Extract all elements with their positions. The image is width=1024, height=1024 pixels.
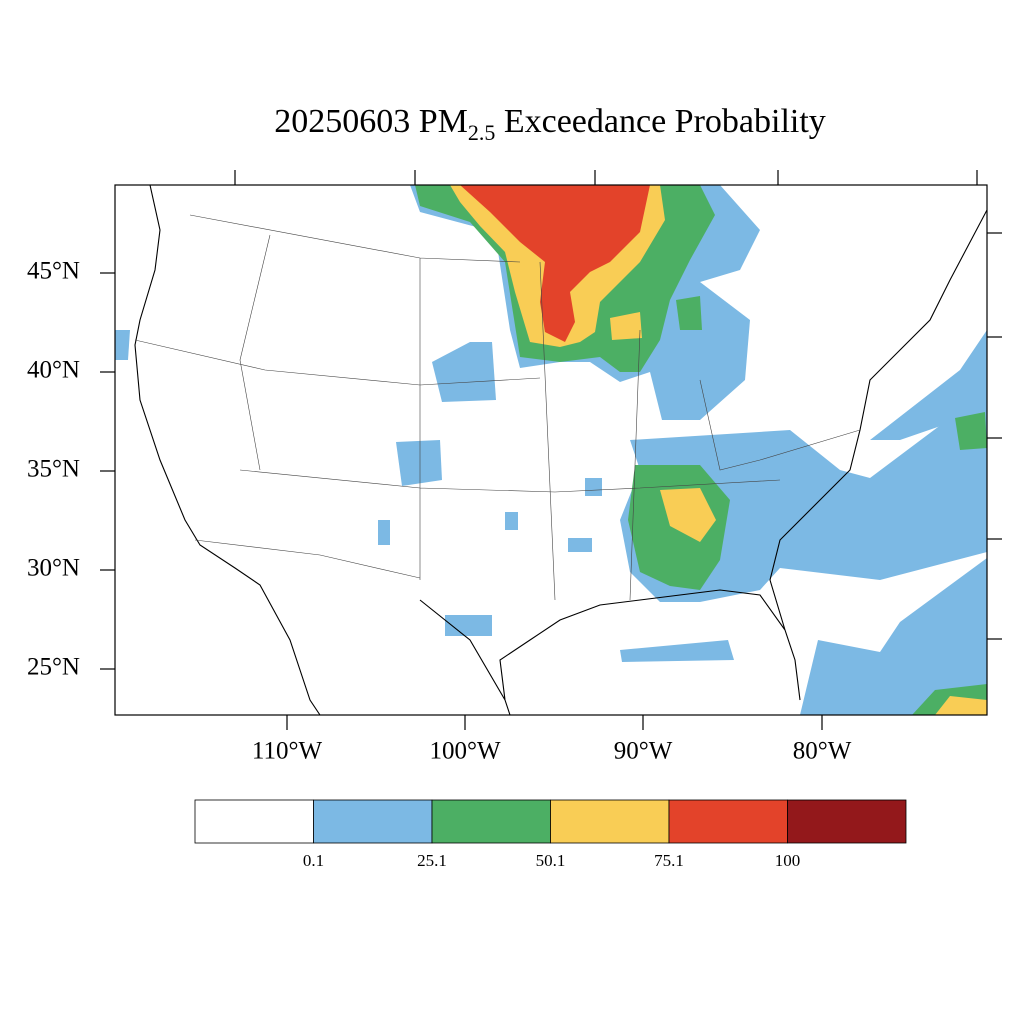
map-frame <box>114 184 988 716</box>
coastline <box>134 185 321 715</box>
colorbar-label: 50.1 <box>536 851 566 870</box>
lat-label: 30°N <box>27 555 80 582</box>
region <box>660 488 716 542</box>
axis-labels: 45°N 40°N 35°N 30°N 25°N 110°W 100°W 90°W 80°W <box>27 258 852 765</box>
region <box>955 412 987 450</box>
lat-label: 40°N <box>27 357 80 384</box>
title-suffix: Exceedance Probability <box>495 103 825 140</box>
region <box>935 696 987 715</box>
lat-label: 25°N <box>27 654 80 681</box>
frame-ticks <box>234 170 1002 640</box>
region <box>610 312 642 340</box>
lon-label: 110°W <box>252 738 323 765</box>
region <box>800 558 987 715</box>
region <box>378 520 390 545</box>
lon-label: 90°W <box>614 738 673 765</box>
colorbar-label: 100 <box>775 851 801 870</box>
colorbar-box <box>787 799 907 844</box>
region <box>396 440 442 486</box>
title-prefix: 20250603 PM <box>274 103 468 140</box>
colorbar-label: 75.1 <box>654 851 684 870</box>
region <box>568 538 592 552</box>
region <box>870 330 987 440</box>
region <box>432 342 496 402</box>
colorbar-label: 25.1 <box>417 851 447 870</box>
region <box>460 185 650 342</box>
region <box>676 296 702 330</box>
region <box>620 640 734 662</box>
lon-label: 80°W <box>793 738 852 765</box>
region <box>445 615 492 636</box>
colorbar-box <box>550 799 670 844</box>
lon-label: 100°W <box>429 738 500 765</box>
region <box>115 330 130 360</box>
region <box>585 478 602 496</box>
lat-label: 35°N <box>27 456 80 483</box>
probability-field <box>115 185 987 715</box>
state-border <box>134 214 861 601</box>
colorbar-box <box>431 799 551 844</box>
region <box>505 512 518 530</box>
colorbar-box <box>668 799 788 844</box>
colorbar: 0.1 25.1 50.1 75.1 100 <box>194 799 907 870</box>
map-title: 20250603 PM2.5 Exceedance Probability <box>274 103 826 145</box>
colorbar-label: 0.1 <box>303 851 324 870</box>
lat-label: 45°N <box>27 258 80 285</box>
colorbar-box <box>194 799 314 844</box>
title-subscript: 2.5 <box>468 120 496 145</box>
colorbar-box <box>313 799 433 844</box>
